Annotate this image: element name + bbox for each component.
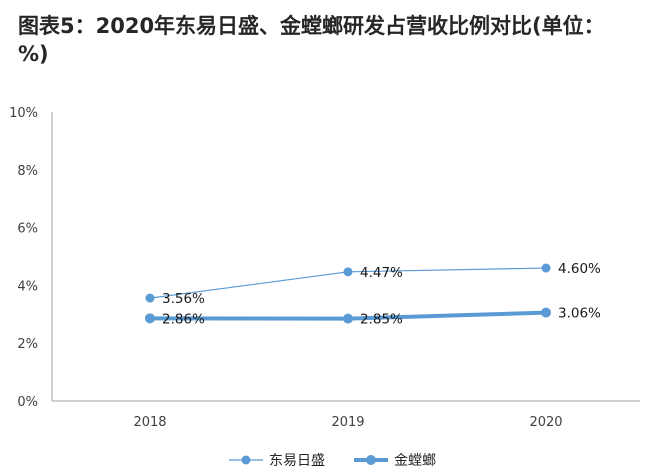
legend-marker [241, 455, 251, 465]
data-label: 4.60% [558, 261, 601, 277]
y-tick-label: 10% [9, 106, 38, 121]
x-tick-label: 2020 [529, 415, 562, 430]
x-tick-label: 2018 [133, 415, 166, 430]
y-tick-label: 2% [17, 337, 38, 352]
legend-marker [366, 455, 376, 465]
data-label: 2.85% [360, 312, 403, 328]
data-point [145, 293, 155, 303]
legend-label: 金螳螂 [394, 453, 436, 469]
data-point [343, 313, 353, 324]
y-tick-label: 0% [17, 395, 38, 410]
y-tick-label: 8% [17, 164, 38, 179]
data-point [541, 307, 551, 318]
chart-title: 图表5：2020年东易日盛、金螳螂研发占营收比例对比(单位：%) [18, 14, 605, 66]
data-label: 4.47% [360, 265, 403, 281]
x-tick-label: 2019 [331, 415, 364, 430]
data-point [343, 267, 353, 277]
y-tick-label: 6% [17, 222, 38, 237]
data-label: 3.56% [162, 291, 205, 307]
data-point [145, 313, 155, 324]
legend-label: 东易日盛 [269, 453, 325, 469]
data-point [541, 263, 551, 273]
y-tick-label: 4% [17, 279, 38, 294]
data-label: 3.06% [558, 306, 601, 322]
data-label: 2.86% [162, 311, 205, 327]
